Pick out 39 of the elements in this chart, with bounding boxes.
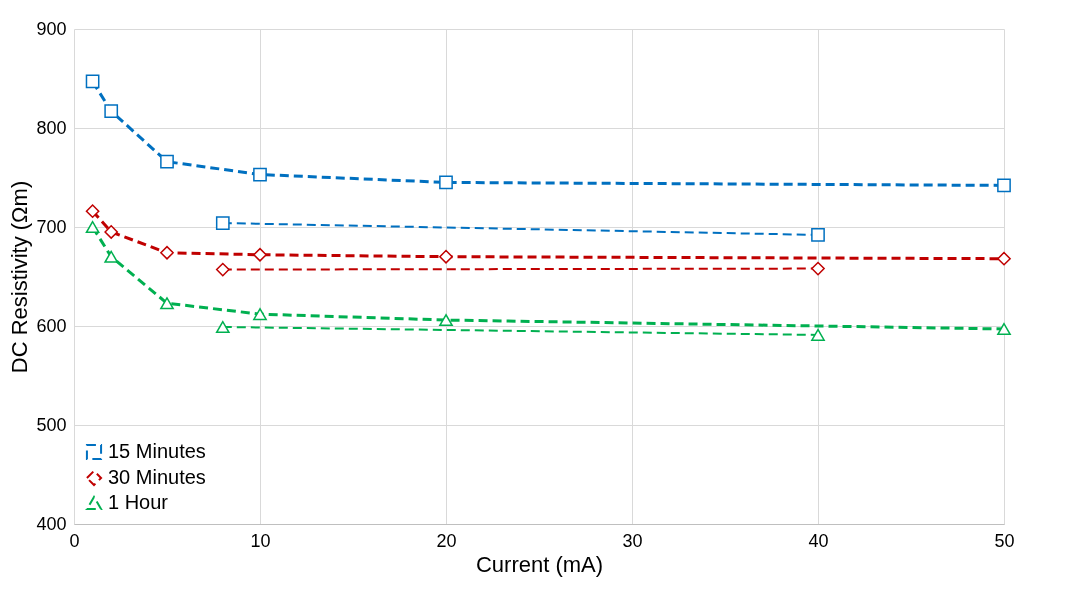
point <box>997 178 1011 193</box>
point <box>104 250 119 263</box>
y-axis-title: DC Resistivity (Ωm) <box>7 180 33 374</box>
point <box>997 322 1011 336</box>
y-tick-label: 900 <box>36 18 67 39</box>
point <box>160 297 174 310</box>
point <box>439 249 453 264</box>
point <box>253 247 267 262</box>
point <box>253 308 267 321</box>
legend-label: 1 Hour <box>108 491 169 513</box>
point <box>439 314 453 327</box>
y-tick-label: 700 <box>36 216 67 237</box>
point <box>215 262 230 277</box>
y-tick-label: 600 <box>36 315 67 336</box>
point <box>997 251 1011 266</box>
point <box>439 175 453 190</box>
point <box>811 228 825 242</box>
x-tick-label: 0 <box>69 530 80 551</box>
x-tick-label: 10 <box>250 530 271 551</box>
point <box>104 225 119 239</box>
x-axis-title: Current (mA) <box>475 551 604 577</box>
point <box>85 204 100 219</box>
legend-label: 30 Minutes <box>108 466 206 488</box>
point <box>160 245 174 260</box>
point <box>104 104 119 119</box>
y-tick-label: 400 <box>36 513 67 534</box>
x-tick-label: 40 <box>808 530 829 551</box>
point <box>215 216 230 230</box>
point <box>85 220 100 234</box>
point <box>253 167 267 182</box>
y-tick-label: 800 <box>36 117 67 138</box>
point <box>85 74 100 89</box>
y-tick-label: 500 <box>36 414 67 435</box>
x-tick-label: 30 <box>622 530 643 551</box>
point <box>811 261 825 276</box>
point <box>160 154 174 169</box>
legend-label: 15 Minutes <box>108 440 206 462</box>
x-tick-label: 20 <box>436 530 457 551</box>
x-tick-label: 50 <box>994 530 1015 551</box>
